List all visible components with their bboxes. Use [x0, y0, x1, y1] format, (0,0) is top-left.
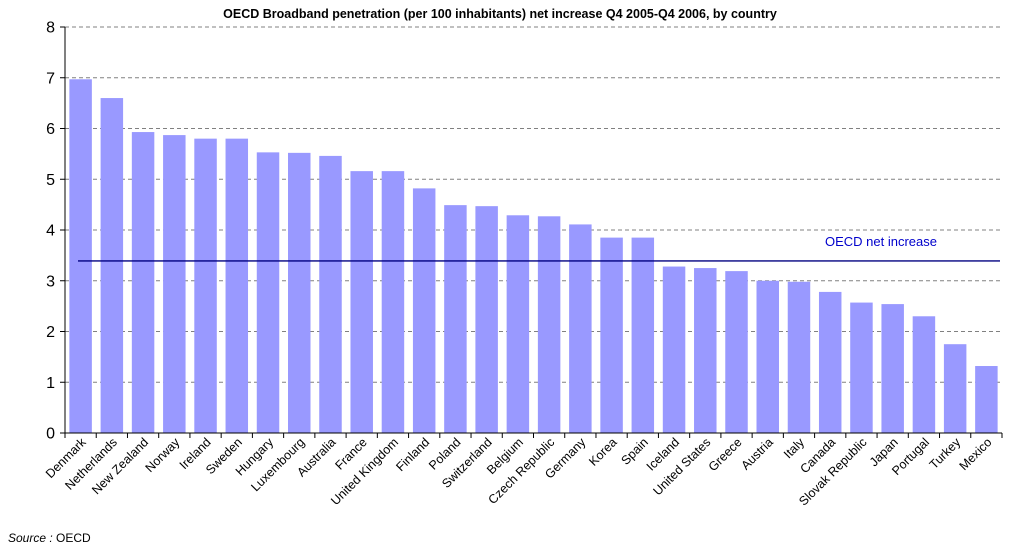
x-tick-label: Mexico — [957, 435, 995, 473]
y-tick-label: 4 — [46, 223, 55, 240]
bar-italy — [787, 281, 811, 433]
bar-chart: OECD Broadband penetration (per 100 inha… — [43, 7, 1003, 509]
source-label: Source : — [8, 531, 53, 545]
bars — [69, 79, 998, 434]
bar-slovak-republic — [850, 302, 873, 433]
bar-denmark — [69, 79, 92, 434]
bar-france — [350, 171, 373, 433]
y-tick-label: 7 — [46, 70, 55, 87]
x-tick-label: Finland — [393, 435, 432, 474]
y-tick-label: 1 — [46, 375, 55, 392]
bar-greece — [725, 271, 748, 433]
y-axis: 0 1 2 3 4 5 6 7 8 — [46, 20, 66, 443]
bar-iceland — [662, 266, 686, 433]
x-tick-label: Norway — [143, 435, 183, 475]
y-tick-label: 8 — [46, 20, 55, 37]
x-tick-label: Italy — [781, 435, 808, 462]
bar-hungary — [256, 152, 280, 434]
bar-norway — [163, 135, 186, 433]
bar-switzerland — [475, 206, 498, 433]
x-tick-label: Korea — [586, 435, 620, 469]
bar-new-zealand — [131, 132, 155, 434]
bar-australia — [319, 155, 342, 433]
bar-mexico — [975, 366, 998, 433]
y-tick-label: 0 — [46, 426, 55, 443]
bar-canada — [818, 291, 842, 433]
bar-austria — [756, 280, 779, 433]
bar-japan — [881, 304, 904, 433]
x-tick-label: Austria — [738, 435, 775, 472]
x-tick-label: Turkey — [927, 435, 964, 472]
bar-czech-republic — [537, 216, 561, 433]
bar-belgium — [506, 215, 530, 433]
bar-korea — [600, 237, 623, 433]
bar-netherlands — [100, 98, 124, 434]
bar-portugal — [912, 316, 936, 433]
y-tick-label: 5 — [46, 172, 55, 189]
bar-spain — [631, 237, 655, 433]
grid-lines — [65, 26, 1002, 383]
bar-luxembourg — [288, 152, 311, 434]
reference-line-group: OECD net increase — [78, 234, 1000, 262]
bar-sweden — [225, 138, 249, 433]
chart-title: OECD Broadband penetration (per 100 inha… — [223, 7, 777, 21]
bar-united-states — [694, 268, 717, 433]
y-tick-label: 6 — [46, 121, 55, 138]
bar-united-kingdom — [381, 171, 405, 433]
y-tick-label: 2 — [46, 324, 55, 341]
bar-turkey — [943, 344, 967, 433]
source-value: OECD — [56, 531, 91, 545]
reference-line-label: OECD net increase — [825, 234, 937, 249]
source-note: Source : OECD — [8, 531, 91, 545]
bar-finland — [412, 188, 436, 433]
bar-germany — [569, 224, 592, 433]
x-tick-label: Greece — [706, 435, 745, 474]
bar-ireland — [194, 138, 217, 433]
bar-poland — [444, 205, 467, 433]
y-tick-label: 3 — [46, 273, 55, 290]
